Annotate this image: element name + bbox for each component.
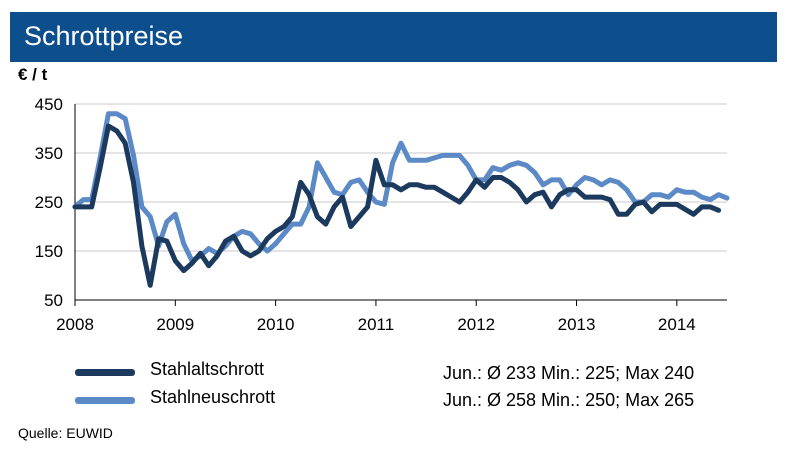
y-tick-label: 450: [35, 95, 63, 114]
y-axis-label: € / t: [18, 65, 48, 84]
series-line-stahlaltschrott: [72, 123, 722, 288]
legend-label: Stahlneuschrott: [150, 387, 276, 407]
y-tick-label: 150: [35, 242, 63, 261]
x-tick-label: 2010: [257, 315, 295, 334]
chart-title: Schrottpreise: [24, 21, 184, 51]
stats-stahlaltschrott: Jun.: Ø 233 Min.: 225; Max 240: [443, 363, 695, 383]
title-banner: Schrottpreise: [10, 12, 777, 62]
y-tick-label: 250: [35, 193, 63, 212]
x-tick-label: 2013: [558, 315, 596, 334]
x-tick-label: 2009: [156, 315, 194, 334]
legend-label: Stahlaltschrott: [150, 359, 265, 379]
legend-swatch-stahlaltschrott: [75, 369, 135, 376]
series-line-stahlneuschrott: [72, 111, 730, 264]
y-tick-label: 350: [35, 144, 63, 163]
x-tick-label: 2011: [358, 315, 395, 334]
line-chart: 450 350 250 150 50 € / t 2008 2009 2010 2011 2012 2…: [18, 65, 730, 334]
legend-swatch-stahlneuschrott: [75, 397, 135, 404]
stats-stahlneuschrott: Jun.: Ø 258 Min.: 250; Max 265: [443, 390, 695, 410]
x-tick-label: 2014: [658, 315, 696, 334]
y-tick-label: 50: [44, 291, 63, 310]
x-tick-label: 2012: [457, 315, 495, 334]
source-note: Quelle: EUWID: [18, 425, 113, 441]
x-tick-label: 2008: [56, 315, 94, 334]
